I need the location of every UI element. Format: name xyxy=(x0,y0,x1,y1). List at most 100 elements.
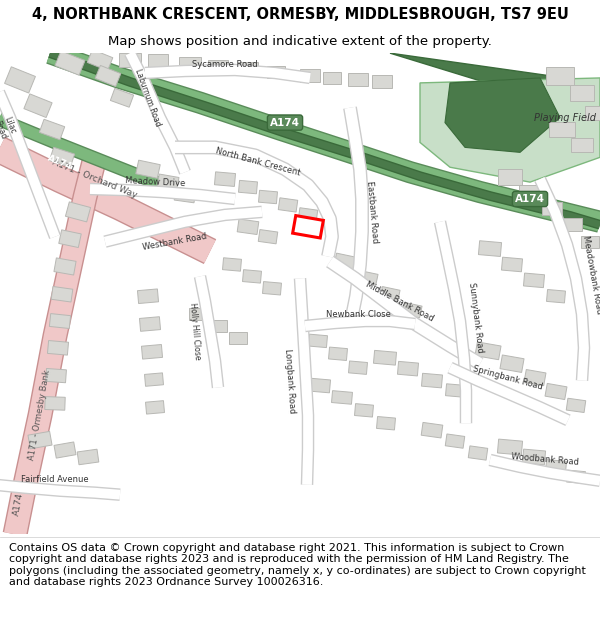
Bar xyxy=(65,202,91,222)
Bar xyxy=(397,361,419,376)
Bar xyxy=(258,229,278,244)
Bar xyxy=(502,258,523,272)
Bar xyxy=(239,181,257,194)
Bar xyxy=(545,459,566,474)
Bar xyxy=(421,373,443,388)
Bar xyxy=(349,361,367,374)
Text: Eastbank Road: Eastbank Road xyxy=(365,181,379,243)
Bar xyxy=(421,422,443,438)
Text: Springbank Road: Springbank Road xyxy=(472,364,544,391)
Bar xyxy=(208,59,228,72)
Text: Map shows position and indicative extent of the property.: Map shows position and indicative extent… xyxy=(108,35,492,48)
Bar xyxy=(373,351,397,365)
Bar xyxy=(478,241,502,256)
Bar xyxy=(238,61,258,74)
Bar xyxy=(259,190,277,204)
Bar xyxy=(571,139,593,152)
Bar xyxy=(54,258,76,275)
Bar xyxy=(298,208,318,222)
Bar xyxy=(542,202,562,216)
Bar xyxy=(523,273,545,288)
Text: North Bank Crescent: North Bank Crescent xyxy=(215,147,301,178)
Text: Laburnum Road: Laburnum Road xyxy=(133,68,163,128)
Polygon shape xyxy=(390,53,600,118)
Bar xyxy=(28,431,52,449)
Bar xyxy=(498,169,522,185)
Text: Sycamore Road: Sycamore Road xyxy=(192,59,258,69)
Bar xyxy=(229,332,247,344)
Bar xyxy=(223,258,241,271)
Polygon shape xyxy=(420,78,600,182)
Bar xyxy=(157,174,179,190)
Bar xyxy=(278,198,298,212)
Bar xyxy=(119,53,141,67)
Bar xyxy=(497,439,523,455)
Bar xyxy=(45,397,65,410)
Text: A171 - Orchard Way: A171 - Orchard Way xyxy=(52,158,139,200)
Text: Holly Hill Close: Holly Hill Close xyxy=(188,302,202,360)
Text: Westbank Road: Westbank Road xyxy=(142,232,208,252)
Bar xyxy=(110,88,134,107)
Text: Newbank Close: Newbank Close xyxy=(326,309,391,319)
Text: Contains OS data © Crown copyright and database right 2021. This information is : Contains OS data © Crown copyright and d… xyxy=(9,542,586,588)
Text: Longbank Road: Longbank Road xyxy=(283,348,297,413)
Bar xyxy=(54,442,76,458)
Bar xyxy=(468,446,488,460)
Bar xyxy=(174,188,196,202)
Bar xyxy=(146,401,164,414)
Bar xyxy=(300,69,320,82)
Bar xyxy=(566,398,586,412)
Bar xyxy=(293,216,323,238)
Bar xyxy=(519,185,541,199)
Text: 4, NORTHBANK CRESCENT, ORMESBY, MIDDLESBROUGH, TS7 9EU: 4, NORTHBANK CRESCENT, ORMESBY, MIDDLESB… xyxy=(32,8,568,22)
Bar xyxy=(49,314,71,329)
Bar xyxy=(332,391,352,404)
Bar xyxy=(189,308,207,320)
Bar xyxy=(402,302,422,318)
Bar xyxy=(310,378,331,393)
Text: Meadow Drive: Meadow Drive xyxy=(125,176,185,188)
Text: A174: A174 xyxy=(270,118,300,127)
Bar xyxy=(308,334,328,348)
Bar xyxy=(323,72,341,84)
Bar xyxy=(581,236,599,248)
Bar xyxy=(524,369,546,386)
Bar xyxy=(523,449,545,465)
Text: A171 - Ormesby Bank: A171 - Ormesby Bank xyxy=(28,369,52,461)
Bar xyxy=(267,66,285,78)
Bar xyxy=(145,373,163,386)
Bar xyxy=(142,344,163,359)
Bar xyxy=(39,119,65,140)
Bar xyxy=(5,67,35,93)
Bar xyxy=(372,76,392,88)
Bar xyxy=(380,287,400,302)
Bar xyxy=(549,122,575,138)
Text: A174: A174 xyxy=(515,194,545,204)
Bar xyxy=(49,148,74,168)
Bar xyxy=(334,253,356,270)
Bar xyxy=(546,67,574,85)
Text: Woodbank Road: Woodbank Road xyxy=(511,452,579,468)
Text: Sunnybank Road: Sunnybank Road xyxy=(467,282,485,354)
Bar xyxy=(348,74,368,86)
Bar xyxy=(566,470,586,484)
Bar xyxy=(242,269,262,283)
Bar xyxy=(475,342,501,360)
Text: Playing Field: Playing Field xyxy=(534,112,596,123)
Bar xyxy=(137,289,158,304)
Bar xyxy=(545,383,567,399)
Bar xyxy=(562,218,582,231)
Polygon shape xyxy=(445,78,560,152)
Bar xyxy=(355,404,373,417)
Bar xyxy=(547,289,565,303)
Bar xyxy=(209,320,227,332)
Bar xyxy=(358,271,378,286)
Bar xyxy=(585,106,600,119)
Text: Fairfield Avenue: Fairfield Avenue xyxy=(21,475,89,484)
Bar xyxy=(214,172,236,186)
Bar xyxy=(95,66,121,86)
Text: Lilac
Road: Lilac Road xyxy=(0,115,17,140)
Text: A174: A174 xyxy=(11,492,25,517)
Bar xyxy=(59,230,81,248)
Bar xyxy=(46,369,67,382)
